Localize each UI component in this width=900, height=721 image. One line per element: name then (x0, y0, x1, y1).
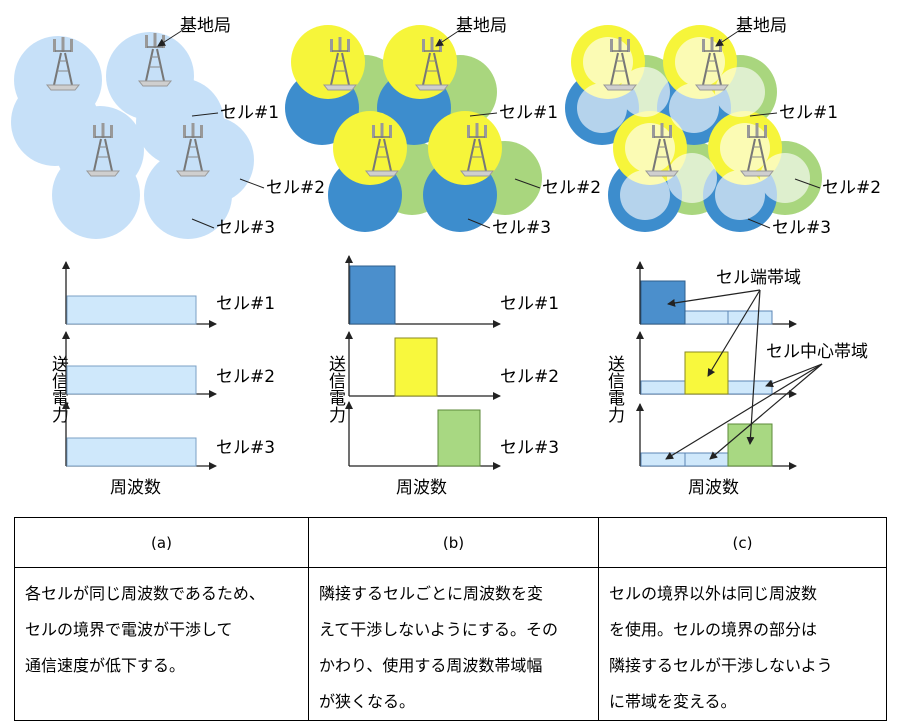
spectrum-a: 送信電力 セル#1 セル#2 セル#3 周波数 (48, 261, 275, 498)
label-cell3: セル#3 (492, 218, 551, 238)
label-edge-band: セル端帯域 (716, 268, 801, 288)
description-c: セルの境界以外は同じ周波数 を使用。セルの境界の部分は 隣接するセルが干渉しない… (598, 567, 887, 721)
cell-map-c: 基地局 セル#1 セル#2 セル#3 (565, 16, 881, 238)
label-center-band: セル中心帯域 (766, 342, 868, 362)
band-b-cell3 (437, 409, 481, 467)
label-cell1: セル#1 (500, 294, 559, 314)
label-cell1: セル#1 (220, 103, 279, 123)
x-axis-label: 周波数 (688, 478, 739, 498)
cell-c-center (669, 83, 719, 133)
description-line: 各セルが同じ周波数であるため、 (25, 584, 265, 603)
header-cell-a: (a) (14, 517, 309, 568)
band-a-cell1 (66, 295, 197, 325)
description-line: 隣接するセルが干渉しないよう (609, 656, 833, 675)
description-line: セルの境界以外は同じ周波数 (609, 584, 818, 603)
band-c2-center-1 (640, 380, 686, 395)
label-cell2: セル#2 (822, 178, 881, 198)
label-cell1: セル#1 (216, 294, 275, 314)
cell-c-center (715, 170, 765, 220)
y-axis-label: 送信電力 (604, 355, 625, 423)
band-c3-center-1 (640, 452, 686, 467)
band-a-cell2 (66, 365, 197, 395)
cell-c-center (620, 67, 670, 117)
cell-c-center (667, 153, 717, 203)
label-base-station: 基地局 (180, 16, 231, 36)
description-line: 通信速度が低下する。 (25, 656, 186, 675)
x-axis-label: 周波数 (110, 478, 161, 498)
description-line: 隣接するセルごとに周波数を変 (319, 584, 544, 603)
label-base-station: 基地局 (456, 16, 507, 36)
cell-b-yellow1 (291, 25, 365, 99)
cell-c-center (620, 170, 670, 220)
label-cell3: セル#3 (772, 218, 831, 238)
cell-c-center (625, 123, 675, 173)
description-a: 各セルが同じ周波数であるため、 セルの境界で電波が干渉して 通信速度が低下する。 (14, 567, 309, 721)
label-cell1: セル#1 (779, 103, 838, 123)
band-c3-center-2 (684, 452, 729, 467)
label-cell2: セル#2 (542, 178, 601, 198)
cell-b-yellow4 (428, 111, 502, 185)
label-cell3: セル#3 (500, 438, 559, 458)
description-line: かわり、使用する周波数帯域幅 (319, 656, 543, 675)
description-line: が狭くなる。 (319, 692, 416, 711)
label-cell1: セル#1 (499, 103, 558, 123)
band-c2-edge (684, 351, 729, 395)
band-a-cell3 (66, 437, 197, 467)
description-line: に帯域を変える。 (609, 692, 737, 711)
cell-map-a: 基地局 セル#1 セル#2 セル#3 (11, 16, 325, 239)
band-b-cell2 (394, 337, 438, 397)
band-c1-center-1 (684, 310, 729, 325)
spectrum-b: 送信電力 セル#1 セル#2 セル#3 周波数 (325, 255, 559, 498)
label-base-station: 基地局 (736, 16, 787, 36)
frequency-reuse-diagram: 基地局 セル#1 セル#2 セル#3 基地局 セル#1 セル#2 セル#3 (11, 16, 881, 498)
band-c2-center-2 (727, 380, 773, 395)
cell-c-center (577, 83, 627, 133)
description-line: セルの境界で電波が干渉して (25, 620, 233, 639)
description-line: えて干渉しないようにする。その (319, 620, 559, 639)
label-cell2: セル#2 (216, 367, 275, 387)
spectrum-c: 送信電力 セル端帯域 セル中心帯域 周波数 (604, 261, 868, 498)
y-axis-label: 送信電力 (325, 355, 346, 423)
header-cell-c: (c) (598, 517, 887, 568)
label-cell3: セル#3 (216, 218, 275, 238)
header-cell-b: (b) (308, 517, 599, 568)
cell-c-center (720, 123, 770, 173)
band-b-cell1 (349, 265, 396, 325)
x-axis-label: 周波数 (396, 478, 447, 498)
cell-a8 (144, 151, 232, 239)
band-c1-center-2 (727, 310, 773, 325)
table-header-row: (a) (b) (c) (14, 517, 887, 568)
label-cell3: セル#3 (216, 438, 275, 458)
band-c3-edge (727, 423, 773, 467)
cell-c-center (715, 67, 765, 117)
cell-c-center (760, 153, 810, 203)
cell-b-yellow3 (333, 111, 407, 185)
label-cell2: セル#2 (500, 367, 559, 387)
comparison-table: (a) (b) (c) 各セルが同じ周波数であるため、 セルの境界で電波が干渉し… (14, 517, 887, 721)
label-cell2: セル#2 (266, 178, 325, 198)
description-b: 隣接するセルごとに周波数を変 えて干渉しないようにする。その かわり、使用する周… (308, 567, 599, 721)
cell-map-b: 基地局 セル#1 セル#2 セル#3 (285, 16, 601, 238)
cell-c-center (583, 37, 633, 87)
description-line: を使用。セルの境界の部分は (609, 620, 818, 639)
table-description-row: 各セルが同じ周波数であるため、 セルの境界で電波が干渉して 通信速度が低下する。… (14, 567, 887, 721)
